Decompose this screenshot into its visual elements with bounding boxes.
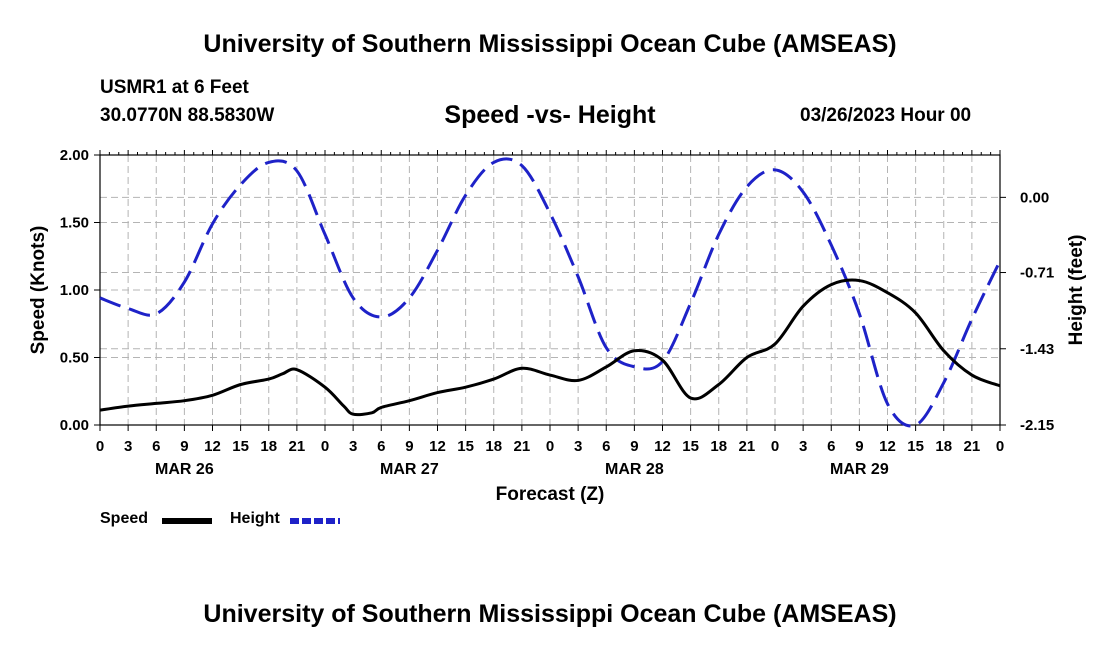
series-speed-line xyxy=(99,278,1001,417)
grid-lines xyxy=(100,155,1000,425)
y-left-tick-label: 1.50 xyxy=(60,215,89,232)
x-tick-label: 15 xyxy=(682,438,699,455)
x-tick-label: 15 xyxy=(907,438,924,455)
x-tick-label: 6 xyxy=(377,438,385,455)
x-tick-label: 6 xyxy=(602,438,610,455)
y-right-tick-label: -2.15 xyxy=(1020,417,1054,434)
legend-speed-swatch xyxy=(162,518,212,524)
x-tick-label: 6 xyxy=(827,438,835,455)
y-left-tick-label: 2.00 xyxy=(60,147,89,164)
y-right-tick-label: 0.00 xyxy=(1020,189,1049,206)
y-right-tick-label: -0.71 xyxy=(1020,265,1054,282)
x-tick-label: 18 xyxy=(485,438,502,455)
x-tick-label: 3 xyxy=(799,438,807,455)
x-tick-label: 21 xyxy=(739,438,756,455)
x-axis-label: Forecast (Z) xyxy=(496,484,605,505)
x-tick-label: 18 xyxy=(935,438,952,455)
x-day-label: MAR 27 xyxy=(380,461,439,478)
x-tick-label: 0 xyxy=(96,438,104,455)
legend-height-swatch xyxy=(290,518,340,524)
y-axis-left-label: Speed (Knots) xyxy=(28,226,49,355)
x-tick-label: 9 xyxy=(180,438,188,455)
y-left-tick-label: 0.00 xyxy=(60,417,89,434)
series-height-line xyxy=(99,157,1002,428)
x-tick-label: 12 xyxy=(204,438,221,455)
x-tick-label: 0 xyxy=(771,438,779,455)
x-tick-label: 18 xyxy=(710,438,727,455)
x-tick-label: 0 xyxy=(546,438,554,455)
legend-speed-label: Speed xyxy=(100,510,149,527)
legend-height-label: Height xyxy=(230,510,280,527)
x-tick-label: 12 xyxy=(654,438,671,455)
coordinates-label: 30.0770N 88.5830W xyxy=(100,105,275,126)
x-tick-label: 9 xyxy=(855,438,863,455)
x-tick-label: 3 xyxy=(574,438,582,455)
x-day-label: MAR 28 xyxy=(605,461,664,478)
chart-subtitle: Speed -vs- Height xyxy=(444,101,656,129)
x-tick-label: 9 xyxy=(630,438,638,455)
x-tick-label: 15 xyxy=(232,438,249,455)
x-day-label: MAR 29 xyxy=(830,461,889,478)
y-axis-right-label: Height (feet) xyxy=(1066,235,1087,346)
x-tick-label: 21 xyxy=(964,438,981,455)
station-label: USMR1 at 6 Feet xyxy=(100,77,249,98)
x-tick-label: 12 xyxy=(879,438,896,455)
x-tick-label: 12 xyxy=(429,438,446,455)
x-tick-label: 3 xyxy=(349,438,357,455)
y-right-tick-label: -1.43 xyxy=(1020,341,1054,358)
top-title: University of Southern Mississippi Ocean… xyxy=(203,30,897,58)
x-tick-label: 21 xyxy=(514,438,531,455)
series-layer xyxy=(99,157,1002,428)
forecast-datetime: 03/26/2023 Hour 00 xyxy=(800,105,972,126)
x-tick-label: 0 xyxy=(996,438,1004,455)
x-tick-label: 21 xyxy=(289,438,306,455)
x-tick-label: 18 xyxy=(260,438,277,455)
x-tick-label: 0 xyxy=(321,438,329,455)
x-tick-label: 15 xyxy=(457,438,474,455)
y-left-tick-label: 1.00 xyxy=(60,282,89,299)
bottom-title: University of Southern Mississippi Ocean… xyxy=(203,600,897,628)
x-tick-label: 6 xyxy=(152,438,160,455)
axis-ticks: 0 3 6 9 12 15 18 21 0 3 6 9 12 15 18 21 0 3 6 9 12 15 18 21 0 3 6 9… xyxy=(60,147,1054,478)
x-day-label: MAR 26 xyxy=(155,461,214,478)
y-left-tick-label: 0.50 xyxy=(60,350,89,367)
x-tick-label: 3 xyxy=(124,438,132,455)
x-tick-label: 9 xyxy=(405,438,413,455)
